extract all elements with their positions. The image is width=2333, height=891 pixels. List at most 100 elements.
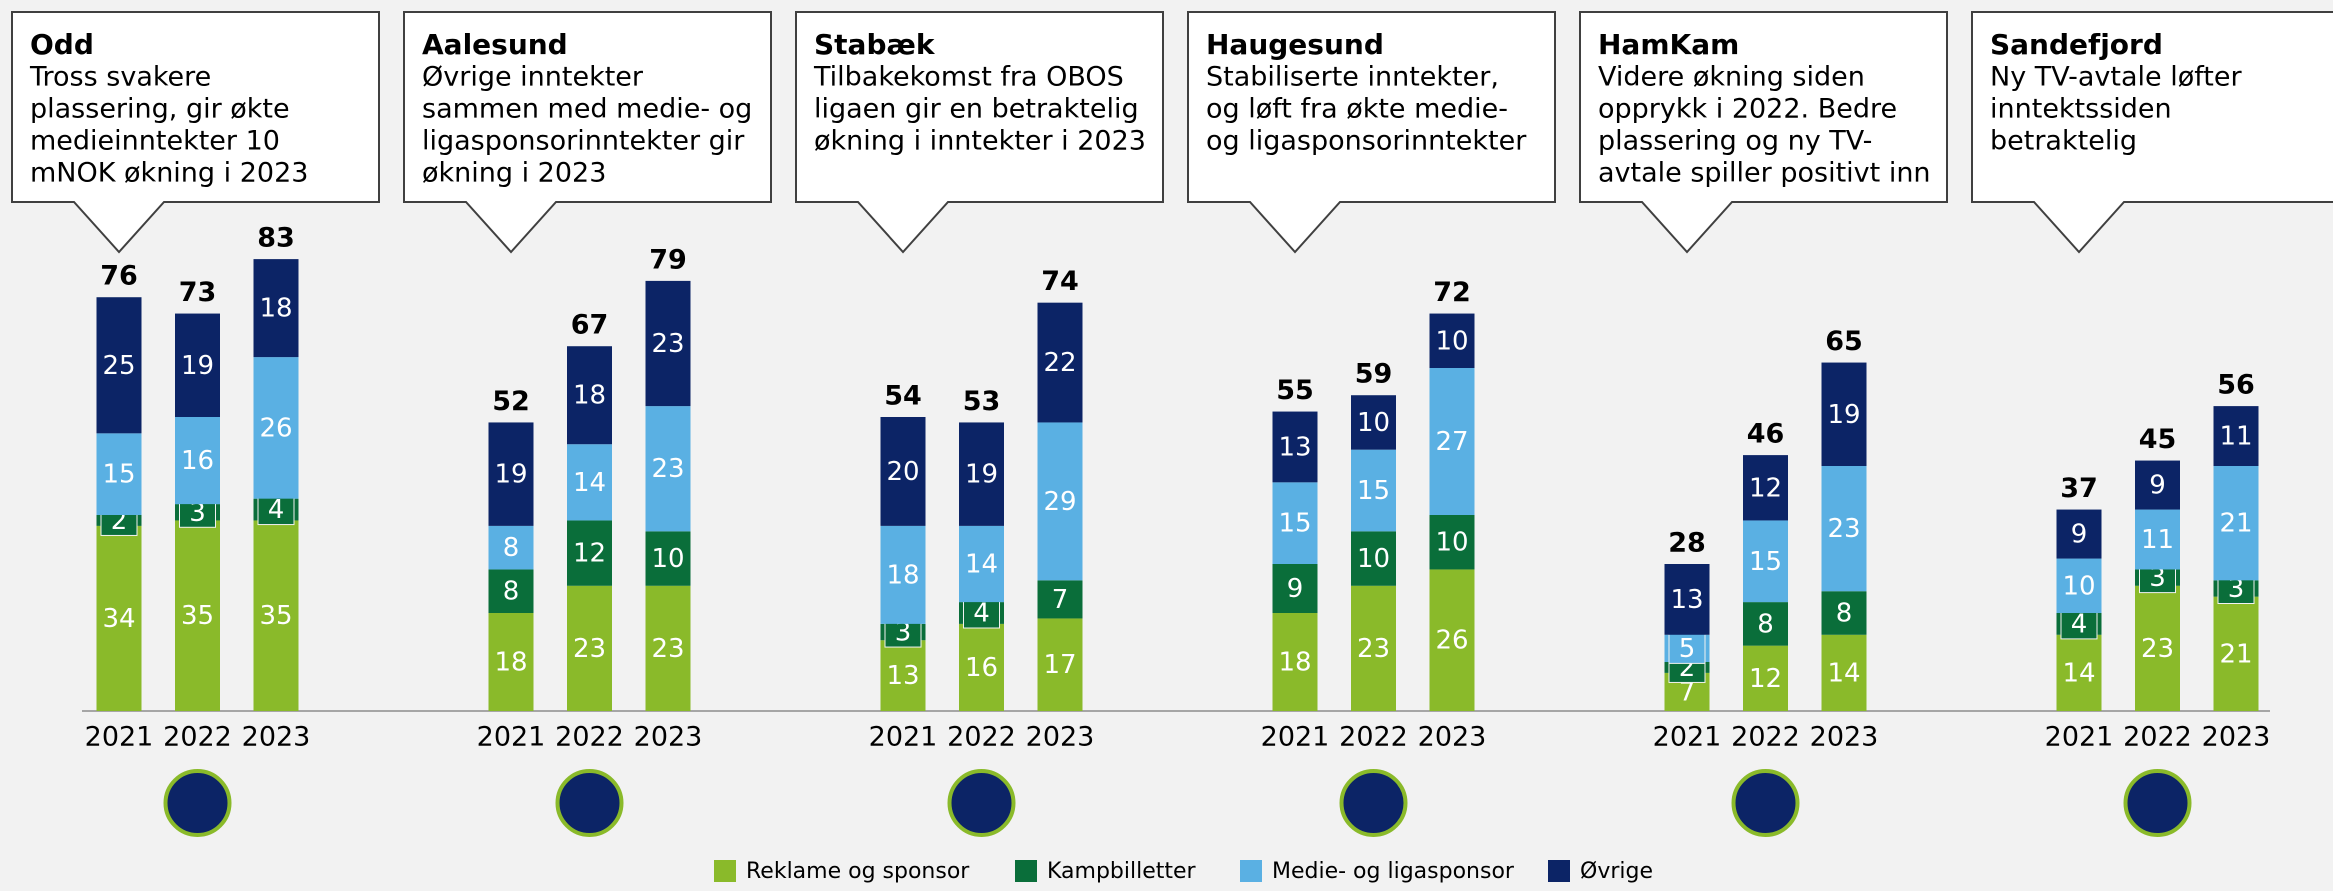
- legend-label: Øvrige: [1580, 859, 1653, 884]
- callout-text: medieinntekter 10: [30, 126, 280, 157]
- segment-label: 19: [1827, 400, 1860, 430]
- segment-label: 25: [102, 351, 135, 381]
- callout-title: Sandefjord: [1990, 28, 2163, 61]
- total-label: 76: [100, 261, 138, 292]
- callout-box: [11, 11, 380, 254]
- callout-text: ligaen gir en betraktelig: [814, 94, 1139, 125]
- segment-label: 18: [886, 560, 919, 590]
- bar-segment: [488, 569, 534, 613]
- bar-segment: [2056, 634, 2102, 711]
- bar-segment: [1351, 449, 1396, 532]
- x-tick-label: 2022: [2123, 722, 2192, 753]
- segment-label: 15: [1278, 509, 1311, 539]
- bar-segment: [1429, 368, 1475, 515]
- segment-label: 8: [1836, 599, 1853, 629]
- callout-text: Tross svakere: [29, 62, 211, 93]
- segment-label: 9: [2071, 520, 2088, 550]
- bar-segment: [645, 280, 691, 407]
- segment-label: 21: [2219, 509, 2252, 539]
- segment-label: 13: [1278, 432, 1311, 462]
- segment-label: 15: [1357, 476, 1390, 506]
- callout-text: og ligasponsorinntekter: [1206, 126, 1527, 157]
- bar-segment: [567, 585, 612, 711]
- segment-label: 10: [1357, 408, 1390, 438]
- bar-segment: [645, 406, 691, 532]
- segment-label: 10: [1435, 326, 1468, 356]
- segment-label: 8: [1757, 609, 1774, 639]
- callout-text: opprykk i 2022. Bedre: [1598, 94, 1897, 125]
- bar-segment: [1272, 411, 1318, 483]
- bar-segment: [1037, 422, 1083, 581]
- x-tick-label: 2023: [1418, 722, 1487, 753]
- segment-label: 23: [651, 454, 684, 484]
- bar-segment: [2213, 596, 2259, 711]
- total-label: 37: [2060, 473, 2098, 504]
- x-tick-label: 2023: [242, 722, 311, 753]
- segment-label: 19: [181, 351, 214, 381]
- segment-label: 3: [2228, 574, 2245, 604]
- bar-segment: [567, 346, 612, 445]
- bar-segment: [1272, 564, 1318, 613]
- segment-label: 13: [886, 661, 919, 691]
- segment-label: 11: [2219, 422, 2252, 452]
- bar-segment: [488, 422, 534, 526]
- total-label: 45: [2139, 424, 2177, 455]
- bar-segment: [880, 525, 926, 624]
- segment-label: 3: [2149, 563, 2166, 593]
- segment-label: 22: [1043, 348, 1076, 378]
- bar-segment: [1272, 482, 1318, 564]
- bar-segment: [175, 313, 220, 417]
- legend-label: Reklame og sponsor: [746, 859, 970, 884]
- bar-segment: [645, 585, 691, 711]
- bar-segment: [959, 422, 1004, 526]
- callout-text: og løft fra økte medie-: [1206, 94, 1508, 125]
- total-label: 28: [1668, 528, 1706, 559]
- bar-segment: [2213, 466, 2259, 581]
- x-tick-label: 2023: [2202, 722, 2271, 753]
- segment-label: 21: [2219, 639, 2252, 669]
- segment-label: 19: [965, 460, 998, 490]
- segment-label: 7: [1679, 677, 1696, 707]
- callout-text: avtale spiller positivt inn: [1598, 158, 1931, 189]
- bar-segment: [2056, 558, 2102, 613]
- callout-box: [403, 11, 772, 254]
- segment-label: 23: [651, 329, 684, 359]
- segment-label: 20: [886, 457, 919, 487]
- bar-segment: [1743, 520, 1788, 603]
- segment-label-badge: [257, 494, 295, 526]
- club-logo: [2123, 769, 2192, 837]
- callout-text: ligasponsorinntekter gir: [422, 126, 745, 157]
- segment-label: 8: [503, 533, 520, 563]
- legend-swatch: [714, 860, 736, 882]
- callout-text: Ny TV-avtale løfter: [1990, 62, 2242, 93]
- total-label: 67: [571, 310, 609, 341]
- callout-text: økning i inntekter i 2023: [814, 126, 1146, 157]
- segment-label: 11: [2141, 525, 2174, 555]
- segment-label: 18: [494, 648, 527, 678]
- bar-segment: [880, 417, 926, 526]
- bar-segment: [1351, 585, 1396, 711]
- segment-label: 12: [1749, 664, 1782, 694]
- segment-label: 23: [651, 634, 684, 664]
- segment-label: 12: [573, 539, 606, 569]
- segment-label: 16: [181, 446, 214, 476]
- bar-segment: [1429, 515, 1475, 570]
- segment-label: 15: [1749, 547, 1782, 577]
- segment-label: 23: [1357, 634, 1390, 664]
- callout-text: Stabiliserte inntekter,: [1206, 62, 1499, 93]
- total-label: 46: [1747, 419, 1785, 450]
- callout-title: Haugesund: [1206, 28, 1384, 61]
- x-tick-label: 2023: [634, 722, 703, 753]
- x-tick-label: 2022: [555, 722, 624, 753]
- bar-segment: [488, 525, 534, 570]
- x-tick-label: 2021: [1653, 722, 1722, 753]
- segment-label: 10: [651, 544, 684, 574]
- bar-segment: [959, 623, 1004, 711]
- total-label: 55: [1276, 375, 1314, 406]
- bar-segment: [1821, 466, 1867, 592]
- segment-label: 9: [2149, 471, 2166, 501]
- segment-label: 3: [895, 618, 912, 648]
- segment-label: 7: [1052, 585, 1069, 615]
- bar-segment: [488, 613, 534, 711]
